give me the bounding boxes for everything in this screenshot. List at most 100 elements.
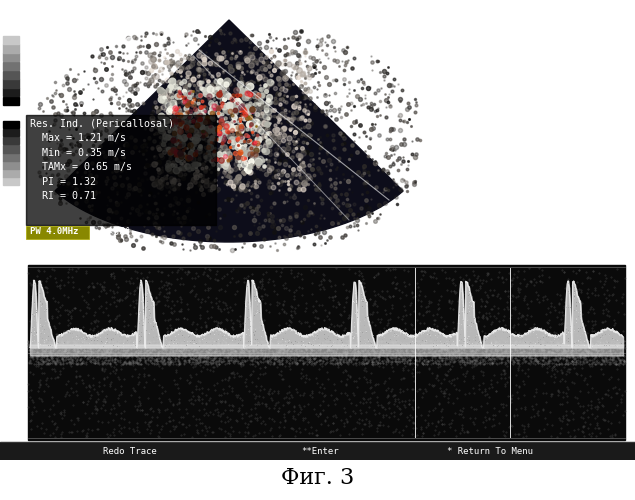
Point (188, 358, 198, 366)
Point (116, 365, 126, 373)
Point (411, 316, 422, 324)
Point (436, 341, 446, 349)
Point (388, 354, 398, 362)
Point (34, 378, 44, 386)
Point (590, 352, 600, 360)
Point (450, 338, 460, 345)
Point (37, 349, 48, 357)
Point (498, 278, 508, 286)
Point (486, 305, 497, 313)
Point (333, 351, 344, 359)
Point (224, 342, 234, 350)
Point (590, 403, 600, 411)
Point (375, 420, 385, 428)
Point (177, 332, 187, 340)
Point (324, 276, 335, 283)
Point (41, 355, 51, 363)
Bar (3, 79, 19, 88)
Point (341, 344, 351, 351)
Point (35, 381, 45, 389)
Point (202, 427, 212, 435)
Point (478, 368, 488, 376)
Point (25, 346, 36, 354)
Point (555, 354, 565, 362)
Point (206, 339, 216, 347)
Point (194, 352, 204, 360)
Point (80, 348, 90, 356)
Point (594, 352, 604, 360)
Point (547, 345, 558, 353)
Point (85, 357, 95, 365)
Point (98, 354, 108, 362)
Point (286, 311, 296, 319)
Point (351, 377, 361, 385)
Point (385, 308, 396, 316)
Point (233, 336, 243, 344)
Point (27, 346, 37, 354)
Point (386, 358, 396, 366)
Point (97, 344, 107, 351)
Point (110, 351, 120, 359)
Point (349, 346, 359, 354)
Point (65, 308, 75, 316)
Point (124, 360, 134, 368)
Point (581, 355, 591, 363)
Point (100, 406, 110, 414)
Point (297, 354, 307, 362)
Point (370, 410, 380, 418)
Point (305, 352, 315, 360)
Point (385, 354, 396, 362)
Point (561, 359, 572, 367)
Point (540, 310, 551, 318)
Point (201, 348, 211, 356)
Point (358, 399, 368, 407)
Point (105, 286, 115, 294)
Point (301, 304, 311, 312)
Point (31, 340, 41, 347)
Point (279, 345, 289, 353)
Point (276, 344, 286, 351)
Point (299, 358, 309, 366)
Point (368, 288, 378, 296)
Point (346, 350, 356, 358)
Point (456, 350, 466, 358)
Point (356, 340, 366, 348)
Point (535, 340, 545, 348)
Point (431, 346, 441, 354)
Point (390, 358, 400, 366)
Point (611, 339, 621, 347)
Point (189, 355, 199, 363)
Point (111, 345, 121, 353)
Point (603, 418, 613, 426)
Point (561, 354, 571, 362)
Point (190, 358, 200, 366)
Point (185, 352, 195, 360)
Point (328, 354, 338, 362)
Point (144, 422, 154, 430)
Point (349, 350, 359, 358)
Point (488, 351, 498, 359)
Point (444, 296, 454, 304)
Point (496, 346, 506, 354)
Point (189, 353, 199, 361)
Point (252, 414, 262, 422)
Point (25, 368, 36, 376)
Point (590, 291, 600, 299)
Point (570, 354, 580, 362)
Point (368, 343, 378, 351)
Point (173, 347, 183, 355)
Point (284, 365, 295, 373)
Point (302, 360, 312, 368)
Point (162, 358, 172, 366)
Point (434, 354, 444, 362)
Point (43, 356, 53, 364)
Point (173, 398, 184, 406)
Point (408, 418, 418, 426)
Point (207, 342, 217, 350)
Point (170, 339, 180, 347)
Point (98, 402, 108, 409)
Point (489, 286, 499, 294)
Point (519, 338, 530, 346)
Point (248, 346, 258, 354)
Point (131, 268, 142, 276)
